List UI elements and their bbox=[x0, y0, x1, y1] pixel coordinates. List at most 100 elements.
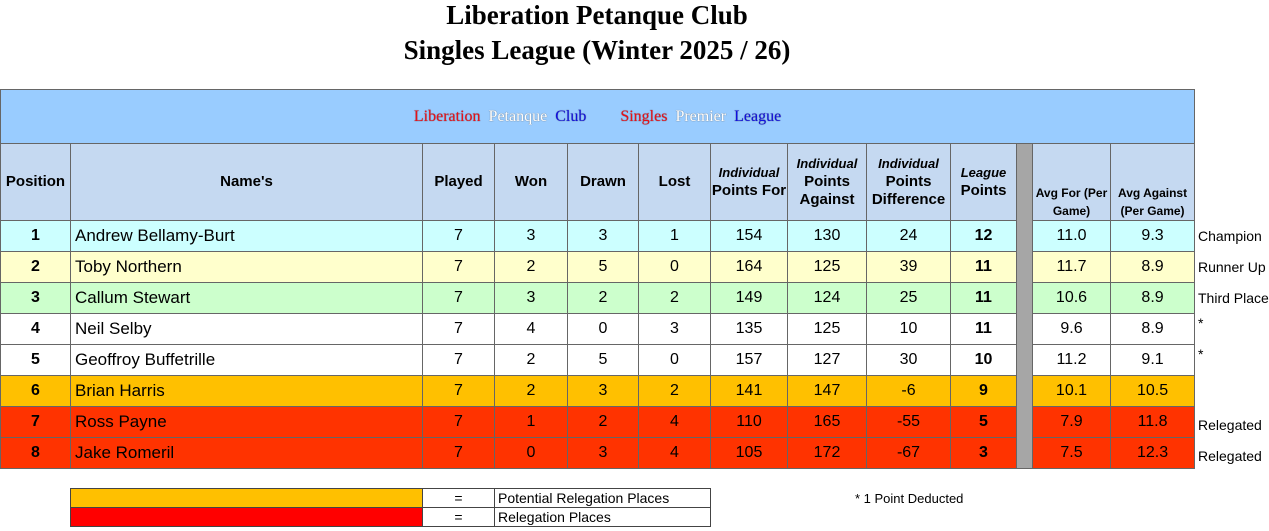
row-note: * bbox=[1198, 315, 1204, 331]
cell: 30 bbox=[866, 344, 951, 376]
legend-text: Relegation Places bbox=[494, 507, 711, 527]
cell: 5 bbox=[950, 406, 1017, 438]
data-row: 7 Ross Payne 7 1 2 4 110 165 -55 5 7.9 11.8 bbox=[0, 406, 1196, 438]
league-table: Liberation Petanque Club Singles Premier Leag… bbox=[0, 89, 1196, 469]
cell: Andrew Bellamy-Burt bbox=[70, 220, 423, 252]
cell: 157 bbox=[710, 344, 788, 376]
cell: 2 bbox=[494, 375, 568, 407]
cell: 0 bbox=[638, 344, 711, 376]
cell: 3 bbox=[638, 313, 711, 345]
cell: 3 bbox=[494, 220, 568, 252]
cell: 2 bbox=[494, 344, 568, 376]
cell: 8 bbox=[0, 437, 71, 469]
cell: -55 bbox=[866, 406, 951, 438]
cell: 110 bbox=[710, 406, 788, 438]
cell: 8.9 bbox=[1109, 282, 1196, 314]
cell: 10.5 bbox=[1109, 375, 1196, 407]
header-text: Name's bbox=[220, 173, 273, 190]
cell: 12.3 bbox=[1109, 437, 1196, 469]
legend-symbol: = bbox=[422, 488, 495, 508]
cell: Neil Selby bbox=[70, 313, 423, 345]
cell: 135 bbox=[710, 313, 788, 345]
row-note: Relegated bbox=[1198, 417, 1262, 433]
row-note: Relegated bbox=[1198, 448, 1262, 464]
cell: 10 bbox=[866, 313, 951, 345]
cell: 7 bbox=[422, 313, 495, 345]
cell: -6 bbox=[866, 375, 951, 407]
row-note: Third Place bbox=[1198, 290, 1269, 306]
column-header: Individual Points For bbox=[710, 143, 788, 221]
cell: 154 bbox=[710, 220, 788, 252]
cell: 6 bbox=[0, 375, 71, 407]
data-row: 3 Callum Stewart 7 3 2 2 149 124 25 11 10.6 8.9 bbox=[0, 282, 1196, 314]
separator bbox=[1016, 143, 1033, 469]
cell: 4 bbox=[494, 313, 568, 345]
legend-swatch bbox=[70, 507, 423, 527]
cell: Ross Payne bbox=[70, 406, 423, 438]
cell: 0 bbox=[638, 251, 711, 283]
banner-word: League bbox=[734, 107, 782, 125]
cell: 7 bbox=[422, 344, 495, 376]
cell: 8.9 bbox=[1109, 313, 1196, 345]
banner-word: Singles bbox=[620, 107, 668, 125]
header-row: Position Name's Played Won Drawn Lost Individu… bbox=[0, 143, 1196, 469]
cell: 0 bbox=[494, 437, 568, 469]
cell: 11.0 bbox=[1032, 220, 1111, 252]
cell: 9 bbox=[950, 375, 1017, 407]
row-note: Champion bbox=[1198, 228, 1262, 244]
cell: 24 bbox=[866, 220, 951, 252]
cell: 7.9 bbox=[1032, 406, 1111, 438]
cell: 5 bbox=[567, 251, 639, 283]
cell: 7 bbox=[422, 406, 495, 438]
data-row: 2 Toby Northern 7 2 5 0 164 125 39 11 11.7 8.9 bbox=[0, 251, 1196, 283]
data-row: 4 Neil Selby 7 4 0 3 135 125 10 11 9.6 8.9 bbox=[0, 313, 1196, 345]
column-header: Played bbox=[422, 143, 495, 221]
cell: 1 bbox=[494, 406, 568, 438]
cell: 4 bbox=[0, 313, 71, 345]
cell: 130 bbox=[787, 220, 867, 252]
cell: 1 bbox=[0, 220, 71, 252]
header-main: Points Difference bbox=[871, 173, 946, 208]
cell: 2 bbox=[638, 375, 711, 407]
column-header: Won bbox=[494, 143, 568, 221]
cell: 3 bbox=[567, 220, 639, 252]
cell: 141 bbox=[710, 375, 788, 407]
title: Liberation Petanque Club bbox=[446, 0, 748, 30]
cell: 2 bbox=[567, 406, 639, 438]
header-top: Individual bbox=[878, 156, 939, 171]
cell: 10.6 bbox=[1032, 282, 1111, 314]
banner: Liberation Petanque Club Singles Premier Leag… bbox=[0, 89, 1196, 144]
cell: 165 bbox=[787, 406, 867, 438]
cell: Geoffroy Buffetrille bbox=[70, 344, 423, 376]
column-header: Individual Points Difference bbox=[866, 143, 951, 221]
cell: Jake Romeril bbox=[70, 437, 423, 469]
header-text: Lost bbox=[658, 173, 691, 190]
header-text: Avg Against (Per Game) bbox=[1117, 186, 1188, 218]
header-main: Points Against bbox=[799, 173, 855, 208]
cell: 2 bbox=[638, 282, 711, 314]
cell: 25 bbox=[866, 282, 951, 314]
cell: 2 bbox=[0, 251, 71, 283]
header-top: Individual bbox=[718, 165, 780, 180]
banner-word: Club bbox=[555, 107, 587, 125]
cell: -67 bbox=[866, 437, 951, 469]
cell: 164 bbox=[710, 251, 788, 283]
cell: 11 bbox=[950, 282, 1017, 314]
row-note: Runner Up bbox=[1198, 259, 1266, 275]
cell: 1 bbox=[638, 220, 711, 252]
cell: 10 bbox=[950, 344, 1017, 376]
cell: 10.1 bbox=[1032, 375, 1111, 407]
cell: 3 bbox=[567, 375, 639, 407]
cell: 5 bbox=[567, 344, 639, 376]
cell: 11 bbox=[950, 251, 1017, 283]
cell: 11.2 bbox=[1032, 344, 1111, 376]
cell: 3 bbox=[0, 282, 71, 314]
header-text: Played bbox=[434, 173, 483, 190]
column-header: Individual Points Against bbox=[787, 143, 867, 221]
header-main: Points bbox=[960, 182, 1007, 199]
data-row: 6 Brian Harris 7 2 3 2 141 147 -6 9 10.1 10.5 bbox=[0, 375, 1196, 407]
cell: 5 bbox=[0, 344, 71, 376]
cell: 11 bbox=[950, 313, 1017, 345]
header-text: Drawn bbox=[580, 173, 626, 190]
cell: 2 bbox=[567, 282, 639, 314]
